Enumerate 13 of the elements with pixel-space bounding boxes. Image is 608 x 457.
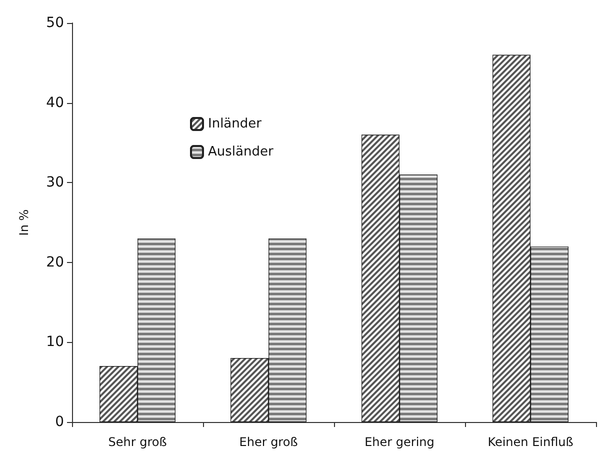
y-tick-label: 50 [46, 15, 64, 31]
y-tick-label: 10 [46, 334, 64, 350]
x-tick-label: Eher groß [239, 435, 298, 449]
y-tick-label: 30 [46, 174, 64, 191]
legend-label: Inländer [208, 116, 262, 132]
legend-label: Ausländer [208, 144, 274, 160]
y-tick-label: 0 [55, 414, 64, 430]
x-tick-label: Eher gering [364, 435, 434, 449]
y-tick-label: 20 [46, 254, 64, 270]
y-axis-title: In % [17, 209, 31, 236]
x-tick-label: Keinen Einfluß [488, 435, 574, 449]
y-tick-label: 40 [46, 94, 64, 111]
x-tick-label: Sehr groß [108, 435, 168, 449]
